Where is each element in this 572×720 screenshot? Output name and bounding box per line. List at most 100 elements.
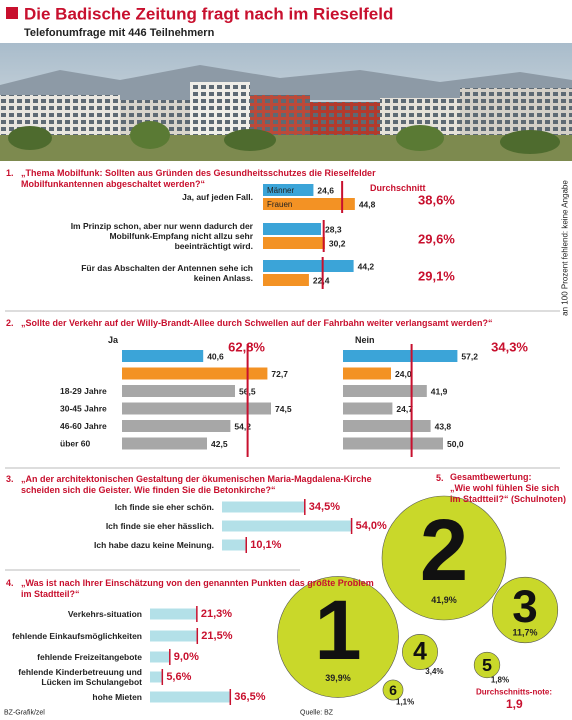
category-label: 30-45 Jahre [60,404,107,414]
bar [150,651,170,663]
category-label: hohe Mieten [92,692,142,702]
value-label: 5,6% [166,671,191,683]
value-label: 44,2 [358,262,375,272]
value-label: 36,5% [234,691,265,703]
value-label: 9,0% [174,651,199,663]
value-label: 42,5 [211,439,228,449]
value-label: 30,2 [329,239,346,249]
bubble [473,651,501,679]
value-label: 41,9% [431,595,457,605]
value-label: 1,8% [491,675,509,684]
value-label: 28,3 [325,225,342,235]
value-label: 11,7% [512,627,537,637]
value-label: 57,2 [461,352,478,362]
average-label: Durchschnitt [370,183,426,193]
bar [122,350,204,362]
bubble [491,576,559,644]
bubble-grade: 5 [482,655,492,675]
category-label: über 60 [60,439,91,449]
legend-label: Frauen [267,200,292,209]
bar [222,501,305,513]
bar [263,274,309,286]
value-label: 40,6 [207,352,224,362]
chart-title: „Thema Mobilfunk: Sollten aus Gründen de… [21,168,376,189]
value-label: 3,4% [425,667,443,676]
bar [122,385,235,397]
average-value: 29,6% [418,232,455,247]
category-label: Ich habe dazu keine Meinung. [94,540,214,550]
page-subtitle: Telefonumfrage mit 446 Teilnehmern [24,27,215,39]
category-label: Ich finde sie eher hässlich. [105,521,214,531]
category-label: fehlende Kinderbetreuung und Lücken im S… [18,667,142,687]
value-label: 72,7 [271,369,288,379]
bar [150,691,231,703]
chart-number: 3. [6,474,14,484]
value-label: 54,2 [234,422,251,432]
bar [343,402,393,415]
category-label: Verkehrs-situation [67,609,142,619]
bubble [381,495,507,621]
bar [122,367,268,380]
bar [222,520,352,532]
bubble [402,634,438,670]
value-label: 21,3% [201,608,232,620]
value-label: 54,0% [356,520,387,532]
bar [263,223,322,235]
legend-label: Männer [267,186,294,195]
value-label: 1,1% [396,698,414,707]
value-label: 41,9 [431,387,448,397]
bar [343,367,391,380]
chart-number: 1. [6,168,14,178]
bubble [382,679,404,701]
bar [343,437,443,450]
bubble-grade: 1 [314,582,361,677]
value-label: 44,8 [359,200,376,210]
bubble-grade: 3 [512,580,538,632]
average-value: 38,6% [418,193,455,208]
chart-title: „An der architektonischen Gestaltung der… [21,474,372,495]
value-label: 24,0 [395,369,412,379]
category-label: fehlende Freizeitangebote [37,652,142,662]
bar [122,402,271,415]
value-label: 34,5% [309,501,340,513]
bar [343,350,458,362]
chart-title: „Was ist nach Ihrer Einschätzung von den… [21,578,374,599]
bar [263,198,355,210]
average-value: 29,1% [418,269,455,284]
chart-number: 2. [6,318,14,328]
source: Quelle: BZ [300,710,334,717]
category-label: Im Prinzip schon, aber nur wenn dadurch … [70,221,253,251]
credit: BZ-Grafik/zel [4,710,45,717]
category-label: Für das Abschalten der Antennen sehe ich… [81,263,253,283]
value-label: 10,1% [250,539,281,551]
panel-name: Nein [355,335,375,345]
bar [150,671,163,683]
photo [0,43,572,161]
value-label: 22,4 [313,276,330,286]
category-label: Ich finde sie eher schön. [114,502,214,512]
bar [122,420,231,432]
chart-subtitle: „Wie wohl fühlen Sie sich im Stadtteil?“… [450,483,566,504]
value-label: 50,0 [447,439,464,449]
bar [343,420,431,432]
bar [263,184,314,196]
value-label: 39,9% [325,673,351,683]
total-label: 34,3% [491,340,528,355]
chart-number: 5. [436,473,444,483]
category-label: fehlende Einkaufsmöglichkeiten [12,631,142,641]
page-title: Die Badische Zeitung fragt nach im Riese… [24,5,393,24]
value-label: 24,6 [317,186,334,196]
category-label: Ja, auf jeden Fall. [182,192,253,202]
bubble-grade: 6 [389,682,397,698]
bubble-grade: 4 [413,639,427,666]
bar [122,437,207,450]
title-marker [6,7,18,19]
chart-title: „Sollte der Verkehr auf der Willy-Brandt… [21,318,493,328]
bar [343,385,427,397]
average-value: 1,9 [506,697,523,711]
value-label: 43,8 [435,422,452,432]
bar [263,237,325,249]
bar [222,539,247,551]
